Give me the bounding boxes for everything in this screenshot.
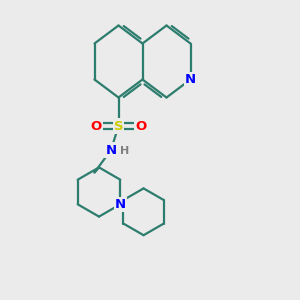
Text: N: N	[115, 198, 126, 211]
Text: N: N	[105, 143, 117, 157]
Text: O: O	[135, 119, 147, 133]
Text: N: N	[185, 73, 196, 86]
Text: O: O	[90, 119, 102, 133]
Text: H: H	[120, 146, 129, 157]
Text: S: S	[114, 119, 123, 133]
